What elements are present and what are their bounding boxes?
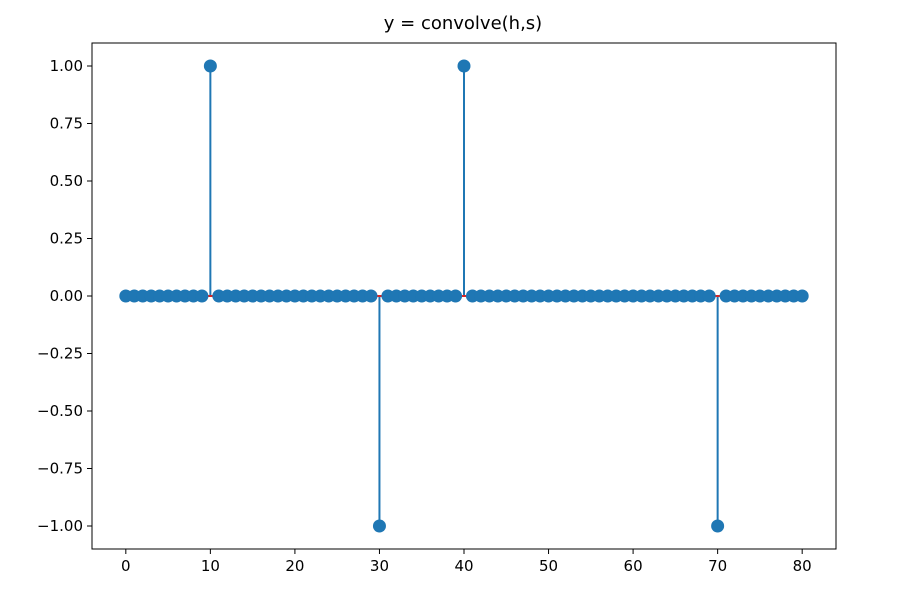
data-point <box>364 289 378 303</box>
x-tick-label: 30 <box>370 557 389 575</box>
x-tick-label: 80 <box>793 557 812 575</box>
y-tick-label: −0.25 <box>37 345 83 363</box>
y-tick-label: 0.75 <box>50 115 83 133</box>
plot-area <box>119 59 809 533</box>
data-point <box>195 289 209 303</box>
data-point <box>702 289 716 303</box>
axis-ticks: 0 10 20 30 40 50 60 70 80 1.00 0.75 0.50 0.25 0.00 −0.… <box>37 57 812 575</box>
data-point <box>203 59 217 73</box>
y-tick-label: 0.50 <box>50 172 83 190</box>
data-point <box>795 289 809 303</box>
x-tick-label: 50 <box>539 557 558 575</box>
x-tick-label: 10 <box>201 557 220 575</box>
x-tick-label: 60 <box>624 557 643 575</box>
data-point <box>449 289 463 303</box>
x-tick-label: 70 <box>708 557 727 575</box>
x-tick-label: 0 <box>121 557 131 575</box>
data-point <box>457 59 471 73</box>
y-tick-label: 1.00 <box>50 57 83 75</box>
y-tick-label: 0.25 <box>50 230 83 248</box>
y-tick-label: 0.00 <box>50 287 83 305</box>
data-point <box>372 519 386 533</box>
y-tick-label: −1.00 <box>37 517 83 535</box>
data-point <box>711 519 725 533</box>
x-tick-label: 20 <box>285 557 304 575</box>
x-tick-label: 40 <box>454 557 473 575</box>
chart-title: y = convolve(h,s) <box>384 13 542 34</box>
y-tick-label: −0.50 <box>37 402 83 420</box>
y-tick-label: −0.75 <box>37 460 83 478</box>
